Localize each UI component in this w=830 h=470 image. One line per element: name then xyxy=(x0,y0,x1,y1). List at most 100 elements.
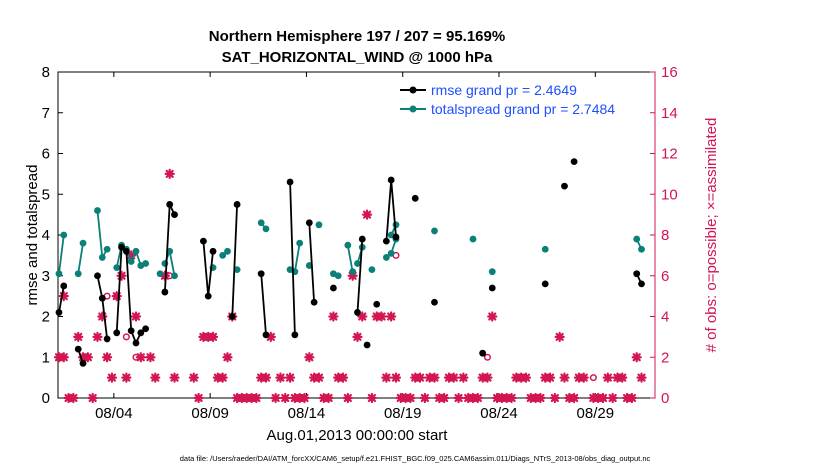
totalspread-point xyxy=(368,266,376,274)
rmse-point xyxy=(74,345,82,353)
obs-assimilated-marker xyxy=(337,372,349,383)
rmse-point xyxy=(60,282,68,290)
obs-assimilated-marker xyxy=(217,372,228,383)
y-tick-label-right: 2 xyxy=(661,349,669,366)
rmse-point xyxy=(358,235,366,243)
obs-assimilated-marker xyxy=(405,392,416,404)
rmse-point xyxy=(382,237,390,245)
obs-assimilated-marker xyxy=(270,392,281,404)
y-axis-label-left: rmse and totalspread xyxy=(24,165,41,306)
totalspread-point xyxy=(171,272,178,280)
obs-assimilated-marker xyxy=(549,392,560,404)
totalspread-point xyxy=(431,227,438,235)
rmse-point xyxy=(257,270,265,278)
rmse-point xyxy=(98,294,106,302)
totalspread-point xyxy=(233,266,241,274)
rmse-point xyxy=(387,176,395,184)
obs-assimilated-marker xyxy=(97,311,108,322)
totalspread-line xyxy=(58,234,65,274)
obs-assimilated-marker xyxy=(92,331,103,342)
totalspread-point xyxy=(334,272,342,280)
rmse-point xyxy=(127,327,135,335)
rmse-point xyxy=(638,280,645,288)
obs-possible-marker xyxy=(483,353,492,361)
obs-assimilated-marker xyxy=(159,270,170,281)
data-file-footnote: data file: /Users/raeder/DAI/ATM_forcXX/… xyxy=(180,454,651,463)
obs-assimilated-marker xyxy=(126,250,137,261)
obs-assimilated-marker xyxy=(82,352,93,363)
rmse-point xyxy=(561,182,568,190)
rmse-point xyxy=(291,331,299,339)
rmse-point xyxy=(199,237,207,245)
totalspread-line xyxy=(77,243,84,274)
y-tick-label-right: 14 xyxy=(661,105,678,122)
totalspread-point xyxy=(156,270,164,278)
totalspread-point xyxy=(219,251,227,259)
totalspread-point xyxy=(55,270,63,278)
rmse-point xyxy=(113,329,121,337)
totalspread-point xyxy=(541,245,549,253)
obs-assimilated-marker xyxy=(68,392,79,404)
rmse-point xyxy=(373,300,381,308)
rmse-point xyxy=(354,309,361,316)
obs-assimilated-marker xyxy=(135,352,146,363)
x-tick-label: 08/29 xyxy=(577,405,615,422)
totalspread-point xyxy=(262,225,270,233)
obs-assimilated-marker xyxy=(458,372,469,383)
rmse-point xyxy=(118,243,125,251)
y-tick-label-left: 2 xyxy=(42,309,50,326)
rmse-point xyxy=(204,292,212,300)
rmse-line xyxy=(289,181,296,335)
obs-assimilated-marker xyxy=(631,352,642,363)
obs-assimilated-marker xyxy=(607,392,618,404)
y-tick-label-right: 10 xyxy=(661,186,678,203)
plot-area: 08/04 08/09 08/14 08/19 08/24 08/290123456780… xyxy=(42,64,678,422)
obs-assimilated-marker xyxy=(145,352,156,363)
y-tick-label-left: 4 xyxy=(42,227,50,244)
totalspread-point xyxy=(60,231,68,239)
rmse-point xyxy=(286,178,294,186)
totalspread-point xyxy=(638,245,645,253)
totalspread-point xyxy=(296,239,304,247)
obs-assimilated-marker xyxy=(87,392,98,404)
obs-assimilated-marker xyxy=(414,372,426,383)
obs-assimilated-marker xyxy=(578,372,589,383)
obs-assimilated-marker xyxy=(111,291,122,302)
obs-assimilated-marker xyxy=(313,372,325,383)
x-tick-label: 08/24 xyxy=(480,405,518,422)
rmse-point xyxy=(570,158,578,166)
rmse-point xyxy=(310,298,318,306)
rmse-point xyxy=(541,280,549,288)
totalspread-point xyxy=(74,270,82,278)
obs-assimilated-marker xyxy=(554,331,565,342)
rmse-point xyxy=(132,339,140,347)
obs-assimilated-marker xyxy=(361,209,373,220)
totalspread-point xyxy=(142,260,150,267)
totalspread-point xyxy=(132,247,140,255)
obs-assimilated-marker xyxy=(482,372,493,383)
obs-assimilated-marker xyxy=(366,392,378,404)
rmse-point xyxy=(233,201,241,208)
y-tick-label-left: 3 xyxy=(42,268,50,285)
y-tick-label-left: 0 xyxy=(42,390,50,407)
totalspread-point xyxy=(113,264,121,271)
rmse-point xyxy=(262,331,270,339)
x-tick-label: 08/19 xyxy=(384,405,422,422)
x-tick-label: 08/14 xyxy=(288,405,326,422)
obs-assimilated-marker xyxy=(342,392,353,404)
obs-assimilated-marker xyxy=(602,372,613,383)
rmse-line xyxy=(356,239,364,313)
rmse-point xyxy=(329,284,337,292)
chart-title-line1: Northern Hemisphere 197 / 207 = 95.169% xyxy=(209,28,505,45)
obs-assimilated-marker xyxy=(116,270,127,281)
x-tick-label: 08/04 xyxy=(95,405,133,422)
obs-assimilated-marker xyxy=(169,372,180,383)
obs-assimilated-marker xyxy=(164,168,175,179)
rmse-point xyxy=(171,211,178,219)
rmse-point xyxy=(479,349,487,357)
obs-assimilated-marker xyxy=(328,311,339,322)
obs-assimilated-marker xyxy=(559,372,570,383)
y-axis-label-right: # of obs: o=possible; ×=assimilated xyxy=(703,118,720,353)
y-tick-label-right: 8 xyxy=(661,227,669,244)
obs-assimilated-marker xyxy=(506,392,517,404)
